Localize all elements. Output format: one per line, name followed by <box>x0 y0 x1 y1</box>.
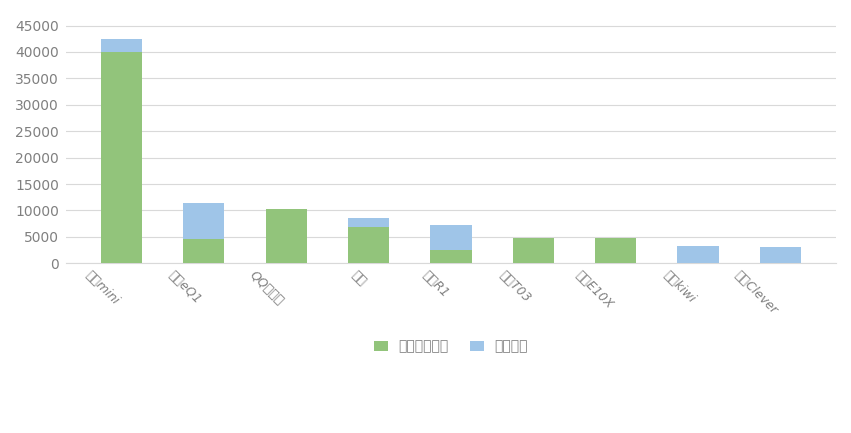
Bar <box>100 52 142 263</box>
Bar <box>760 247 801 263</box>
Bar <box>100 39 142 52</box>
Bar <box>183 203 225 239</box>
Bar <box>183 239 225 263</box>
Bar <box>348 218 389 227</box>
Bar <box>431 250 471 263</box>
Bar <box>348 227 389 263</box>
Bar <box>677 246 718 263</box>
Bar <box>431 225 471 250</box>
Legend: 磷酸铁锂电池, 三元电池: 磷酸铁锂电池, 三元电池 <box>367 333 535 361</box>
Bar <box>266 209 306 263</box>
Bar <box>595 238 637 263</box>
Bar <box>512 238 554 263</box>
